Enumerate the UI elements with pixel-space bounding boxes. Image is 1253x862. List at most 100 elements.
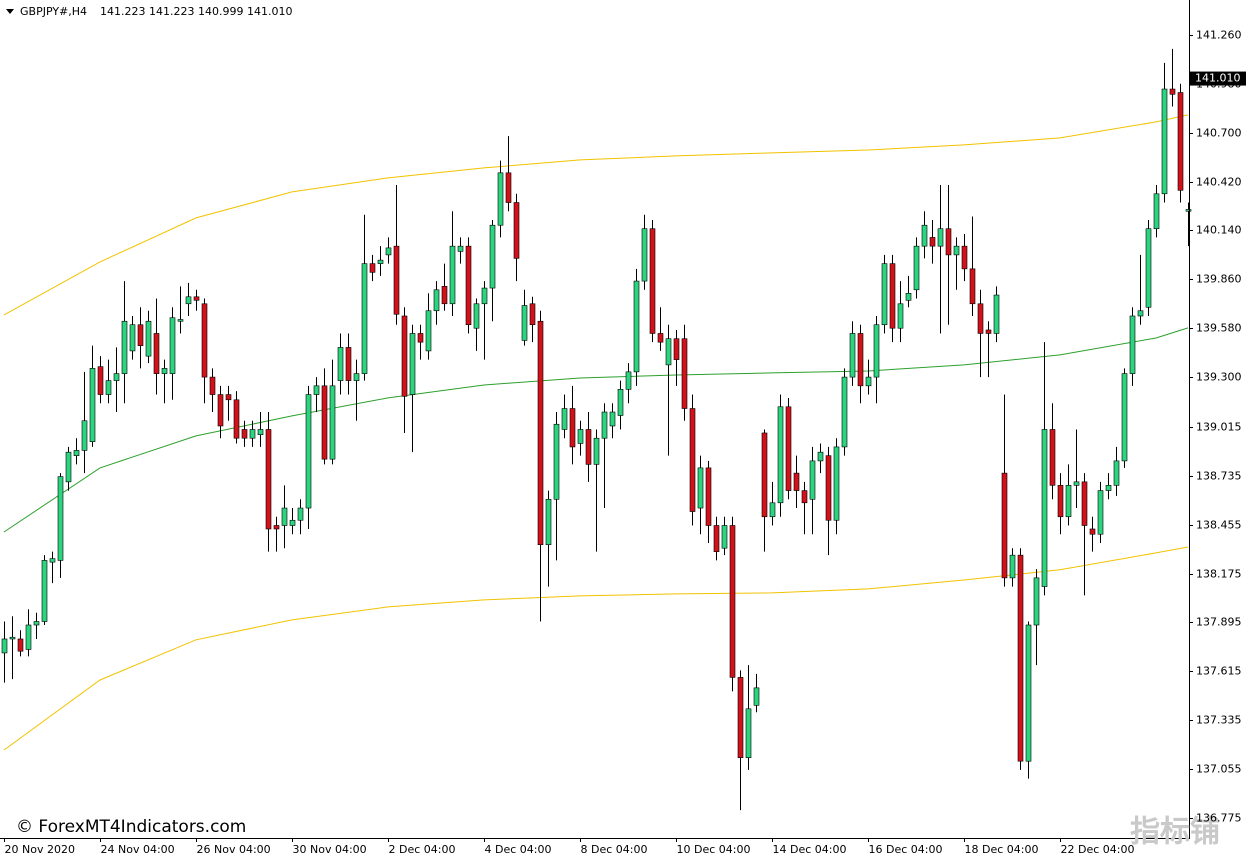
- y-tick-label: 137.055: [1196, 763, 1242, 776]
- y-tick-label: 139.860: [1196, 273, 1242, 286]
- candle-body: [1001, 472, 1008, 579]
- candle-body: [801, 490, 808, 504]
- candle-body: [81, 420, 88, 451]
- menu-arrow[interactable]: [6, 9, 14, 14]
- x-tick-label: 16 Dec 04:00: [869, 843, 943, 856]
- y-tick-label: 138.455: [1196, 519, 1242, 532]
- candle-body: [473, 303, 480, 329]
- candle-body: [97, 366, 104, 395]
- candle-body: [481, 287, 488, 305]
- candle-body: [737, 677, 744, 758]
- candle-body: [817, 451, 824, 462]
- candle-body: [433, 289, 440, 312]
- x-tick-label: 20 Nov 2020: [5, 843, 75, 856]
- candle-body: [121, 320, 128, 374]
- x-tick-label: 18 Dec 04:00: [965, 843, 1039, 856]
- candle-body: [465, 245, 472, 326]
- candle-body: [1185, 209, 1192, 212]
- candle-body: [113, 373, 120, 381]
- candle-body: [1097, 490, 1104, 535]
- candle-body: [17, 638, 24, 652]
- candle-body: [705, 467, 712, 526]
- y-tick-label: 140.140: [1196, 224, 1242, 237]
- candle-body: [513, 202, 520, 259]
- candle-body: [137, 324, 144, 346]
- candle-body: [217, 394, 224, 427]
- candle-body: [793, 472, 800, 491]
- candle-body: [625, 371, 632, 390]
- candle-body: [585, 429, 592, 465]
- candle-body: [209, 376, 216, 395]
- candle-body: [809, 460, 816, 500]
- candle-body: [849, 333, 856, 378]
- candle-body: [729, 525, 736, 678]
- candle-body: [641, 228, 648, 282]
- candle-body: [33, 621, 40, 626]
- candle-body: [761, 432, 768, 518]
- x-tick-label: 14 Dec 04:00: [773, 843, 847, 856]
- candle-body: [657, 333, 664, 343]
- candle-body: [233, 399, 240, 439]
- candle-body: [257, 429, 264, 436]
- candle-body: [777, 406, 784, 504]
- y-tick-label: 137.335: [1196, 714, 1242, 727]
- candle-body: [577, 429, 584, 444]
- x-tick-label: 24 Nov 04:00: [101, 843, 175, 856]
- candle-body: [753, 687, 760, 706]
- y-tick-label: 136.775: [1196, 812, 1242, 825]
- candle-body: [1121, 373, 1128, 462]
- candle-body: [409, 333, 416, 395]
- candle-body: [1049, 429, 1056, 486]
- candle-body: [609, 411, 616, 427]
- current-price-label: 141.010: [1195, 72, 1241, 85]
- candle-body: [193, 296, 200, 301]
- candle-body: [937, 228, 944, 247]
- candle-body: [617, 389, 624, 416]
- candle-body: [201, 303, 208, 378]
- candle-body: [1009, 554, 1016, 579]
- candle-body: [561, 408, 568, 430]
- candle-body: [1, 638, 8, 654]
- candle-body: [569, 408, 576, 448]
- candle-body: [649, 228, 656, 334]
- candle-body: [993, 294, 1000, 334]
- y-tick-label: 137.615: [1196, 665, 1242, 678]
- x-tick-label: 22 Dec 04:00: [1061, 843, 1135, 856]
- x-tick-label: 26 Nov 04:00: [197, 843, 271, 856]
- candle-body: [41, 560, 48, 622]
- candle-body: [681, 338, 688, 409]
- candle-body: [889, 263, 896, 329]
- candle-body: [313, 385, 320, 395]
- candle-body: [225, 394, 232, 401]
- candle-body: [1017, 554, 1024, 762]
- y-tick-label: 140.420: [1196, 176, 1242, 189]
- candle-body: [369, 263, 376, 273]
- candle-body: [305, 394, 312, 509]
- candle-body: [529, 303, 536, 326]
- candle-body: [1129, 315, 1136, 374]
- y-tick-label: 138.735: [1196, 470, 1242, 483]
- candle-body: [249, 429, 256, 439]
- x-tick-label: 8 Dec 04:00: [581, 843, 648, 856]
- candle-body: [297, 507, 304, 521]
- x-tick-label: 30 Nov 04:00: [293, 843, 367, 856]
- candle-body: [1145, 228, 1152, 308]
- candle-body: [841, 376, 848, 448]
- candle-body: [1177, 92, 1184, 191]
- candle-body: [1073, 481, 1080, 486]
- candle-body: [785, 406, 792, 491]
- y-tick-label: 137.895: [1196, 616, 1242, 629]
- candle-body: [441, 286, 448, 305]
- y-tick-label: 139.015: [1196, 421, 1242, 434]
- candle-body: [689, 408, 696, 512]
- candle-body: [385, 247, 392, 256]
- candle-body: [881, 263, 888, 326]
- candle-body: [697, 467, 704, 509]
- y-tick-label: 141.260: [1196, 29, 1242, 42]
- candle-body: [721, 525, 728, 549]
- candle-body: [913, 245, 920, 291]
- candle-body: [9, 636, 16, 640]
- candle-body: [425, 310, 432, 352]
- candle-body: [961, 245, 968, 270]
